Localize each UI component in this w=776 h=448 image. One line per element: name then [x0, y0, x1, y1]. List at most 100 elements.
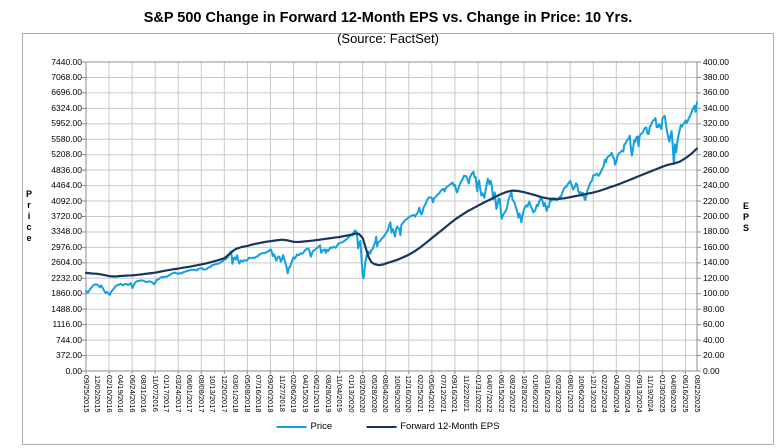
- series-price-line: [85, 101, 698, 296]
- legend-item-price: Price: [276, 421, 333, 432]
- x-axis-tick-label: 02/22/2024: [600, 375, 610, 413]
- left-axis-tick-label: 2604.00: [51, 257, 82, 268]
- left-axis-tick-label: 4464.00: [51, 180, 82, 191]
- x-axis-tick-label: 06/01/2017: [185, 375, 195, 413]
- x-axis-tick-label: 01/13/2020: [346, 375, 356, 413]
- left-axis-tick-label: 372.00: [56, 350, 82, 361]
- x-axis-tick-label: 12/16/2020: [404, 375, 414, 413]
- left-axis-tick-label: 7440.00: [51, 56, 82, 67]
- x-axis-tick-label: 08/22/2025: [692, 375, 702, 413]
- right-axis-tick-label: 300.00: [703, 133, 729, 144]
- left-axis-tick-label: 5952.00: [51, 118, 82, 129]
- left-axis-tick-label: 5580.00: [51, 133, 82, 144]
- x-axis-tick-label: 04/30/2024: [611, 375, 621, 413]
- x-axis-tick-label: 05/28/2020: [369, 375, 379, 413]
- right-axis-title: EPS: [741, 201, 751, 234]
- right-axis-tick-label: 240.00: [703, 180, 729, 191]
- right-axis-tick-label: 160.00: [703, 241, 729, 252]
- left-axis-title: Price: [24, 189, 34, 244]
- x-axis-tick-label: 03/16/2023: [542, 375, 552, 413]
- left-axis-tick-label: 1488.00: [51, 303, 82, 314]
- left-axis-tick-label: 1860.00: [51, 288, 82, 299]
- right-axis-tick-label: 20.00: [703, 350, 725, 361]
- right-axis-tick-label: 220.00: [703, 195, 729, 206]
- left-axis-tick-label: 2976.00: [51, 241, 82, 252]
- price-line-swatch-icon: [276, 425, 307, 428]
- x-axis-tick-label: 09/16/2021: [450, 375, 460, 413]
- left-axis-tick-label: 4092.00: [51, 195, 82, 206]
- left-axis-tick-label: 744.00: [56, 334, 82, 345]
- x-axis-tick-label: 04/15/2019: [300, 375, 310, 413]
- left-axis-tick-label: 3720.00: [51, 211, 82, 221]
- x-axis-tick-label: 08/31/2016: [139, 375, 149, 413]
- x-axis-tick-label: 06/16/2025: [681, 375, 690, 413]
- eps-line-swatch-icon: [366, 425, 397, 428]
- right-axis-tick-label: 60.00: [703, 319, 725, 330]
- x-axis-tick-label: 05/08/2018: [242, 375, 252, 413]
- x-axis-tick-label: 04/08/2025: [669, 375, 679, 413]
- x-axis-tick-label: 09/25/2015: [81, 375, 91, 413]
- legend-item-eps: Forward 12-Month EPS: [366, 421, 499, 432]
- x-axis-tick-label: 12/20/2017: [219, 375, 229, 413]
- x-axis-tick-label: 07/09/2024: [623, 375, 633, 413]
- right-axis-tick-label: 100.00: [703, 288, 729, 299]
- x-axis-tick-label: 07/16/2018: [254, 375, 264, 413]
- x-axis-tick-label: 01/06/2023: [531, 375, 541, 413]
- left-axis-tick-label: 6324.00: [51, 102, 82, 113]
- right-axis-tick-label: 280.00: [703, 149, 729, 160]
- right-axis-tick-label: 320.00: [703, 118, 729, 129]
- left-axis-tick-label: 6696.00: [51, 87, 82, 98]
- right-axis-tick-label: 40.00: [703, 334, 725, 345]
- left-axis-tick-label: 3348.00: [51, 226, 82, 237]
- left-axis-tick-label: 5208.00: [51, 149, 82, 160]
- right-axis-tick-label: 120.00: [703, 272, 729, 283]
- right-axis-tick-label: 200.00: [703, 211, 729, 221]
- right-axis-tick-label: 340.00: [703, 102, 729, 113]
- x-axis-tick-label: 12/13/2023: [588, 375, 598, 413]
- legend-label-price: Price: [310, 421, 333, 432]
- x-axis-tick-label: 08/23/2022: [508, 375, 517, 413]
- right-axis-tick-label: 380.00: [703, 72, 729, 82]
- x-axis-tick-label: 10/28/2022: [519, 375, 529, 413]
- x-axis-tick-label: 11/22/2021: [461, 375, 471, 412]
- left-axis-tick-label: 2232.00: [51, 272, 82, 283]
- left-axis-tick-label: 1116.00: [52, 319, 82, 330]
- x-axis-tick-label: 11/04/2019: [335, 375, 345, 412]
- x-axis-tick-label: 11/07/2016: [150, 375, 160, 412]
- x-axis-tick-label: 01/30/2025: [657, 375, 667, 413]
- x-axis-tick-label: 03/01/2018: [231, 375, 241, 413]
- legend: Price Forward 12-Month EPS: [276, 421, 499, 432]
- x-axis-tick-label: 10/09/2020: [392, 375, 402, 413]
- right-axis-tick-label: 260.00: [703, 164, 729, 175]
- right-axis-tick-label: 140.00: [703, 257, 729, 268]
- x-axis-tick-label: 08/04/2020: [381, 375, 391, 413]
- x-axis-tick-label: 02/10/2016: [104, 375, 114, 413]
- chart-frame: [22, 33, 774, 445]
- x-axis-tick-label: 05/23/2023: [554, 375, 564, 413]
- x-axis-tick-label: 10/06/2023: [577, 375, 587, 413]
- x-axis-tick-label: 05/04/2021: [427, 375, 437, 413]
- x-axis-tick-label: 10/13/2017: [208, 375, 218, 413]
- right-axis-tick-label: 400.00: [703, 56, 729, 67]
- x-axis-tick-label: 11/27/2018: [277, 375, 287, 412]
- x-axis-tick-label: 07/12/2021: [438, 375, 448, 413]
- left-axis-tick-label: 4836.00: [51, 164, 82, 175]
- x-axis-tick-label: 08/01/2023: [565, 375, 575, 413]
- chart-title: S&P 500 Change in Forward 12-Month EPS v…: [143, 10, 633, 26]
- x-axis-tick-label: 06/24/2016: [127, 375, 137, 413]
- x-axis-tick-label: 01/31/2022: [473, 375, 483, 413]
- x-axis-tick-label: 12/02/2015: [93, 375, 102, 413]
- series-eps-line: [84, 147, 699, 278]
- left-axis-tick-label: 0.00: [65, 365, 82, 376]
- x-axis-tick-label: 02/25/2021: [415, 375, 425, 413]
- x-axis-tick-label: 03/24/2017: [173, 375, 183, 413]
- right-axis-tick-label: 80.00: [703, 303, 725, 314]
- x-axis-tick-label: 03/20/2020: [358, 375, 368, 413]
- x-axis-tick-label: 04/07/2022: [485, 375, 494, 413]
- legend-label-eps: Forward 12-Month EPS: [400, 421, 500, 432]
- x-axis-tick-label: 08/28/2019: [323, 375, 333, 413]
- x-axis-tick-label: 06/15/2022: [496, 375, 506, 413]
- right-axis-tick-label: 360.00: [703, 87, 729, 98]
- x-axis-tick-label: 09/20/2018: [266, 375, 275, 413]
